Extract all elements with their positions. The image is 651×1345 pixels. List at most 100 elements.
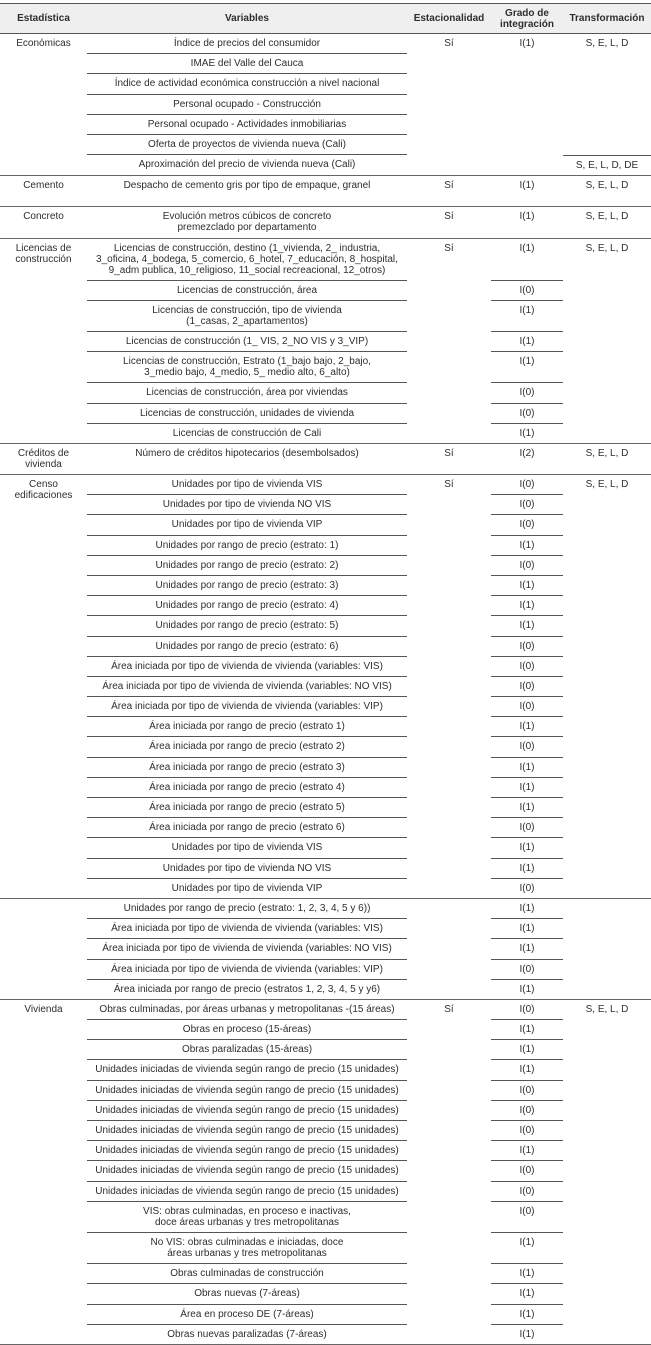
transformation-cell xyxy=(563,332,651,352)
variable-cell: Unidades iniciadas de vivienda según ran… xyxy=(87,1161,407,1182)
label-spacer xyxy=(0,1040,87,1060)
label-spacer xyxy=(0,536,87,556)
table-row: Unidades por tipo de vivienda VIS I(0) S, … xyxy=(0,475,651,496)
integration-cell: I(1) xyxy=(491,1040,563,1061)
variable-cell: Obras nuevas (7-áreas) xyxy=(87,1284,407,1305)
table-row: Área iniciada por rango de precio (estra… xyxy=(0,778,651,798)
integration-cell: I(0) xyxy=(491,1121,563,1142)
integration-cell: I(0) xyxy=(491,475,563,496)
seasonality-spacer xyxy=(407,155,491,175)
seasonality-spacer xyxy=(407,1141,491,1161)
variable-cell: Licencias de construcción, área xyxy=(87,281,407,301)
transformation-cell xyxy=(563,1233,651,1264)
table-row: Índice de precios del consumidor I(1) S, E… xyxy=(0,34,651,55)
label-spacer xyxy=(0,818,87,838)
transformation-cell xyxy=(563,1305,651,1325)
label-spacer xyxy=(0,980,87,999)
seasonality-spacer xyxy=(407,332,491,352)
transformation-cell xyxy=(563,697,651,717)
seasonality-spacer xyxy=(407,859,491,879)
integration-cell: I(0) xyxy=(491,556,563,576)
integration-cell: I(1) xyxy=(491,596,563,617)
table-row: Obras nuevas paralizadas (7-áreas) I(1) xyxy=(0,1325,651,1344)
transformation-cell xyxy=(563,637,651,657)
variable-cell: IMAE del Valle del Cauca xyxy=(87,54,407,75)
variable-cell: Unidades por rango de precio (estrato: 2… xyxy=(87,556,407,576)
seasonality-spacer xyxy=(407,1040,491,1060)
seasonality-spacer xyxy=(407,960,491,980)
variable-cell: Unidades iniciadas de vivienda según ran… xyxy=(87,1101,407,1121)
seasonality-spacer xyxy=(407,383,491,403)
label-spacer xyxy=(0,939,87,959)
seasonality-spacer xyxy=(407,95,491,115)
group-seasonality: Sí xyxy=(444,211,454,223)
seasonality-spacer xyxy=(407,637,491,657)
table-row: Unidades por rango de precio (estrato: 3… xyxy=(0,576,651,597)
label-spacer xyxy=(0,879,87,898)
variable-cell: Personal ocupado - Construcción xyxy=(87,95,407,115)
group-seasonality: Sí xyxy=(444,479,454,490)
seasonality-spacer xyxy=(407,677,491,697)
table-row: Obras en proceso (15-áreas) I(1) xyxy=(0,1020,651,1041)
seasonality-spacer xyxy=(407,135,491,155)
table-row: Unidades iniciadas de vivienda según ran… xyxy=(0,1081,651,1101)
integration-cell: I(1) xyxy=(491,939,563,960)
transformation-cell: S, E, L, D xyxy=(585,211,629,223)
table-row: Licencias de construcción de Cali I(1) xyxy=(0,424,651,443)
integration-cell: I(0) xyxy=(491,1000,563,1021)
integration-cell: I(1) xyxy=(491,919,563,940)
integration-cell: I(1) xyxy=(491,778,563,798)
table-row: Índice de actividad económica construcci… xyxy=(0,74,651,95)
table-row: Evolución metros cúbicos de concreto pre… xyxy=(0,207,651,237)
label-spacer xyxy=(0,1020,87,1040)
table-row: Obras paralizadas (15-áreas) I(1) xyxy=(0,1040,651,1061)
integration-cell: I(2) xyxy=(519,448,535,459)
table-row: Área iniciada por tipo de vivienda de vi… xyxy=(0,697,651,718)
integration-cell xyxy=(491,95,563,115)
integration-cell: I(1) xyxy=(519,1328,535,1340)
table-row: Despacho de cemento gris por tipo de emp… xyxy=(0,176,651,195)
seasonality-spacer xyxy=(407,1182,491,1202)
seasonality-spacer xyxy=(407,616,491,636)
label-spacer xyxy=(0,616,87,636)
variable-cell: Aproximación del precio de vivienda nuev… xyxy=(138,159,356,171)
transformation-cell xyxy=(563,95,651,115)
transformation-cell: S, E, L, D xyxy=(585,38,629,49)
table-row: Unidades iniciadas de vivienda según ran… xyxy=(0,1182,651,1202)
variable-cell: Área iniciada por rango de precio (estra… xyxy=(87,818,407,839)
table-row: Aproximación del precio de vivienda nuev… xyxy=(0,155,651,175)
integration-cell: I(0) xyxy=(491,1182,563,1202)
label-spacer xyxy=(0,404,87,424)
transformation-cell xyxy=(563,54,651,74)
group-label: Concreto xyxy=(23,211,64,223)
integration-cell: I(1) xyxy=(491,332,563,353)
integration-cell: I(0) xyxy=(491,1101,563,1121)
transformation-cell xyxy=(563,281,651,301)
integration-cell: I(1) xyxy=(519,180,535,192)
transformation-cell: S, E, L, D xyxy=(585,180,629,192)
label-spacer xyxy=(0,637,87,657)
table-group: Económicas Sí Índice de precios del consum… xyxy=(0,34,651,177)
table-row: Unidades iniciadas de vivienda según ran… xyxy=(0,1060,651,1081)
seasonality-spacer xyxy=(407,838,491,858)
integration-cell: I(0) xyxy=(491,281,563,301)
variable-cell: Licencias de construcción de Cali xyxy=(172,427,322,439)
label-spacer xyxy=(0,301,87,332)
integration-cell: I(0) xyxy=(491,495,563,516)
variable-cell: Unidades por rango de precio (estrato: 1… xyxy=(87,899,407,920)
transformation-cell xyxy=(563,818,651,838)
transformation-cell xyxy=(563,1141,651,1161)
seasonality-spacer xyxy=(407,778,491,798)
transformation-cell xyxy=(563,758,651,778)
transformation-cell: S, E, L, D xyxy=(585,448,629,459)
table-row: Unidades por tipo de vivienda NO VIS I(0) xyxy=(0,495,651,516)
table-row: Área iniciada por rango de precio (estra… xyxy=(0,758,651,778)
variable-cell: Unidades iniciadas de vivienda según ran… xyxy=(87,1121,407,1142)
variable-cell: Unidades por tipo de vivienda NO VIS xyxy=(87,859,407,879)
label-spacer xyxy=(0,74,87,94)
variable-cell: No VIS: obras culminadas e iniciadas, do… xyxy=(87,1233,407,1265)
integration-cell: I(1) xyxy=(491,1141,563,1162)
label-spacer xyxy=(0,135,87,155)
label-spacer xyxy=(0,838,87,858)
table-row: Personal ocupado - Actividades inmobilia… xyxy=(0,115,651,135)
